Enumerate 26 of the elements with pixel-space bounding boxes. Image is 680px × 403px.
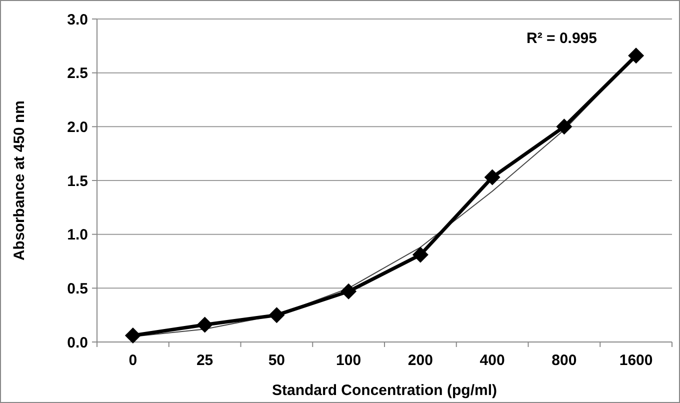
point (268, 307, 285, 324)
x-tick-label: 50 (268, 352, 286, 369)
y-tick-label: 0.0 (67, 334, 88, 352)
point (484, 169, 500, 186)
x-tick-label: 0 (128, 352, 138, 369)
x-tick-label: 800 (552, 352, 577, 369)
point (124, 328, 141, 344)
y-tick-label: 1.0 (67, 226, 88, 244)
annotation: R² = 0.995 (526, 30, 597, 47)
x-axis-title: Standard Concentration (pg/ml) (272, 382, 498, 399)
point (196, 316, 213, 333)
x-tick-label: 200 (408, 352, 433, 369)
y-tick-label: 0.5 (67, 280, 88, 298)
point (556, 118, 572, 135)
x-tick-label: 400 (480, 352, 505, 369)
y-tick-label: 3.0 (67, 11, 88, 28)
point (412, 246, 428, 263)
y-tick-label: 2.5 (67, 65, 88, 82)
x-tick-label: 100 (336, 352, 362, 369)
y-tick-label: 2.0 (67, 118, 88, 136)
x-tick-label: 25 (196, 352, 214, 369)
point (340, 283, 357, 300)
y-tick-label: 1.5 (67, 172, 88, 190)
y-axis-title: Absorbance at 450 nm (11, 100, 28, 261)
x-tick-label: 1600 (619, 352, 653, 369)
point (628, 48, 644, 64)
